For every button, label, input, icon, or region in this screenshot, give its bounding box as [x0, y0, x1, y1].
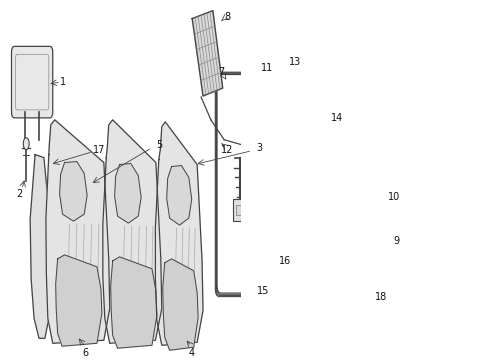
- Text: 16: 16: [279, 256, 292, 266]
- Text: 8: 8: [224, 12, 231, 22]
- FancyBboxPatch shape: [11, 46, 53, 118]
- Text: 17: 17: [93, 145, 105, 155]
- Text: 7: 7: [219, 67, 225, 77]
- FancyBboxPatch shape: [237, 205, 245, 215]
- Circle shape: [311, 111, 318, 125]
- Text: 12: 12: [221, 145, 234, 155]
- Polygon shape: [56, 255, 102, 346]
- Text: 10: 10: [388, 192, 400, 202]
- Text: 11: 11: [261, 63, 273, 73]
- FancyBboxPatch shape: [286, 76, 294, 94]
- Polygon shape: [30, 154, 51, 338]
- Circle shape: [369, 188, 378, 206]
- Circle shape: [261, 74, 269, 90]
- Text: 18: 18: [375, 292, 388, 302]
- Circle shape: [367, 229, 375, 245]
- Polygon shape: [60, 162, 87, 221]
- Polygon shape: [46, 120, 110, 343]
- Text: 9: 9: [393, 236, 400, 246]
- Polygon shape: [163, 259, 198, 350]
- Text: 13: 13: [289, 57, 301, 67]
- Text: 6: 6: [82, 348, 88, 358]
- Text: 3: 3: [256, 143, 263, 153]
- Text: 2: 2: [16, 189, 23, 199]
- Text: 14: 14: [331, 113, 343, 123]
- Text: 15: 15: [257, 285, 270, 296]
- Polygon shape: [103, 120, 162, 343]
- Polygon shape: [155, 122, 203, 345]
- Polygon shape: [115, 163, 141, 223]
- Polygon shape: [192, 11, 222, 96]
- Polygon shape: [167, 166, 192, 225]
- Circle shape: [24, 138, 29, 150]
- Text: 1: 1: [60, 77, 66, 87]
- Polygon shape: [111, 257, 157, 348]
- Circle shape: [360, 290, 367, 303]
- Text: 4: 4: [188, 348, 195, 358]
- Text: 5: 5: [156, 140, 162, 150]
- FancyBboxPatch shape: [234, 199, 247, 221]
- Circle shape: [287, 63, 292, 73]
